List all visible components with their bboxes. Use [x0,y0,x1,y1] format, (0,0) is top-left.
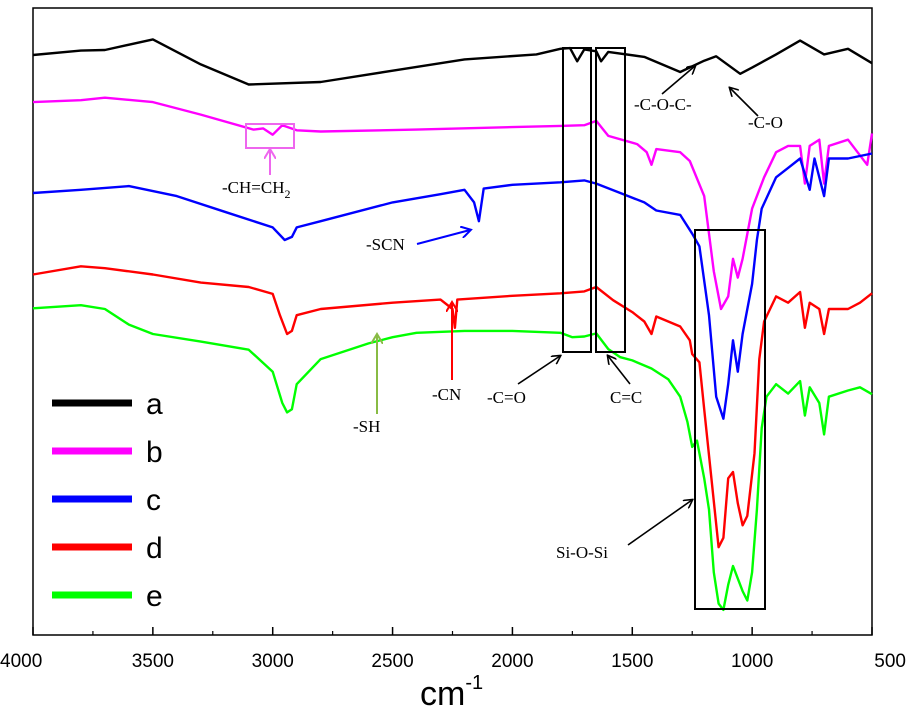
legend-label-e: e [146,580,163,613]
legend-label-d: d [146,532,163,565]
x-tick-label: 2500 [371,651,413,672]
legend-label-a: a [146,388,163,421]
c-o-arrow-icon [730,88,759,117]
sios-label: Si-O-Si [556,543,608,562]
x-axis-label: cm-1 [420,672,483,713]
c-o-label: -C-O [748,113,783,132]
cn-label: -CN [432,385,461,404]
x-tick-label: 500 [874,651,906,672]
x-tick-label: 1000 [731,651,773,672]
x-tick-label: 4000 [0,651,42,672]
legend-label-b: b [146,436,163,469]
cc-label: C=C [610,388,642,407]
scn-label: -SCN [366,235,405,254]
x-tick-label: 2000 [491,651,533,672]
x-tick-label: 1500 [611,651,653,672]
scn-arrow-icon [416,230,470,245]
series-line-b [32,96,874,311]
series-line-c [32,152,873,420]
series-line-e [32,304,873,612]
sios-highlight-box [694,229,766,610]
sh-label: -SH [353,417,380,436]
co-highlight-box [562,47,592,353]
co-arrow-icon [517,356,560,385]
cc-arrow-icon [608,356,631,385]
x-tick-label: 3500 [132,651,174,672]
cc-highlight-box [595,47,626,353]
series-line-a [32,38,873,86]
x-axis: 4000 3500 3000 2500 2000 1500 1000 500 [0,627,906,672]
series-line-d [32,265,873,549]
coc-label: -C-O-C- [634,95,692,114]
x-tick-label: 3000 [252,651,294,672]
spectra-layer [32,38,874,612]
vinyl-label: -CH=CH2 [222,178,290,201]
legend-label-c: c [146,484,161,517]
coc-arrow-icon [661,66,695,95]
co-label: -C=O [487,388,526,407]
sios-arrow-icon [627,500,692,546]
